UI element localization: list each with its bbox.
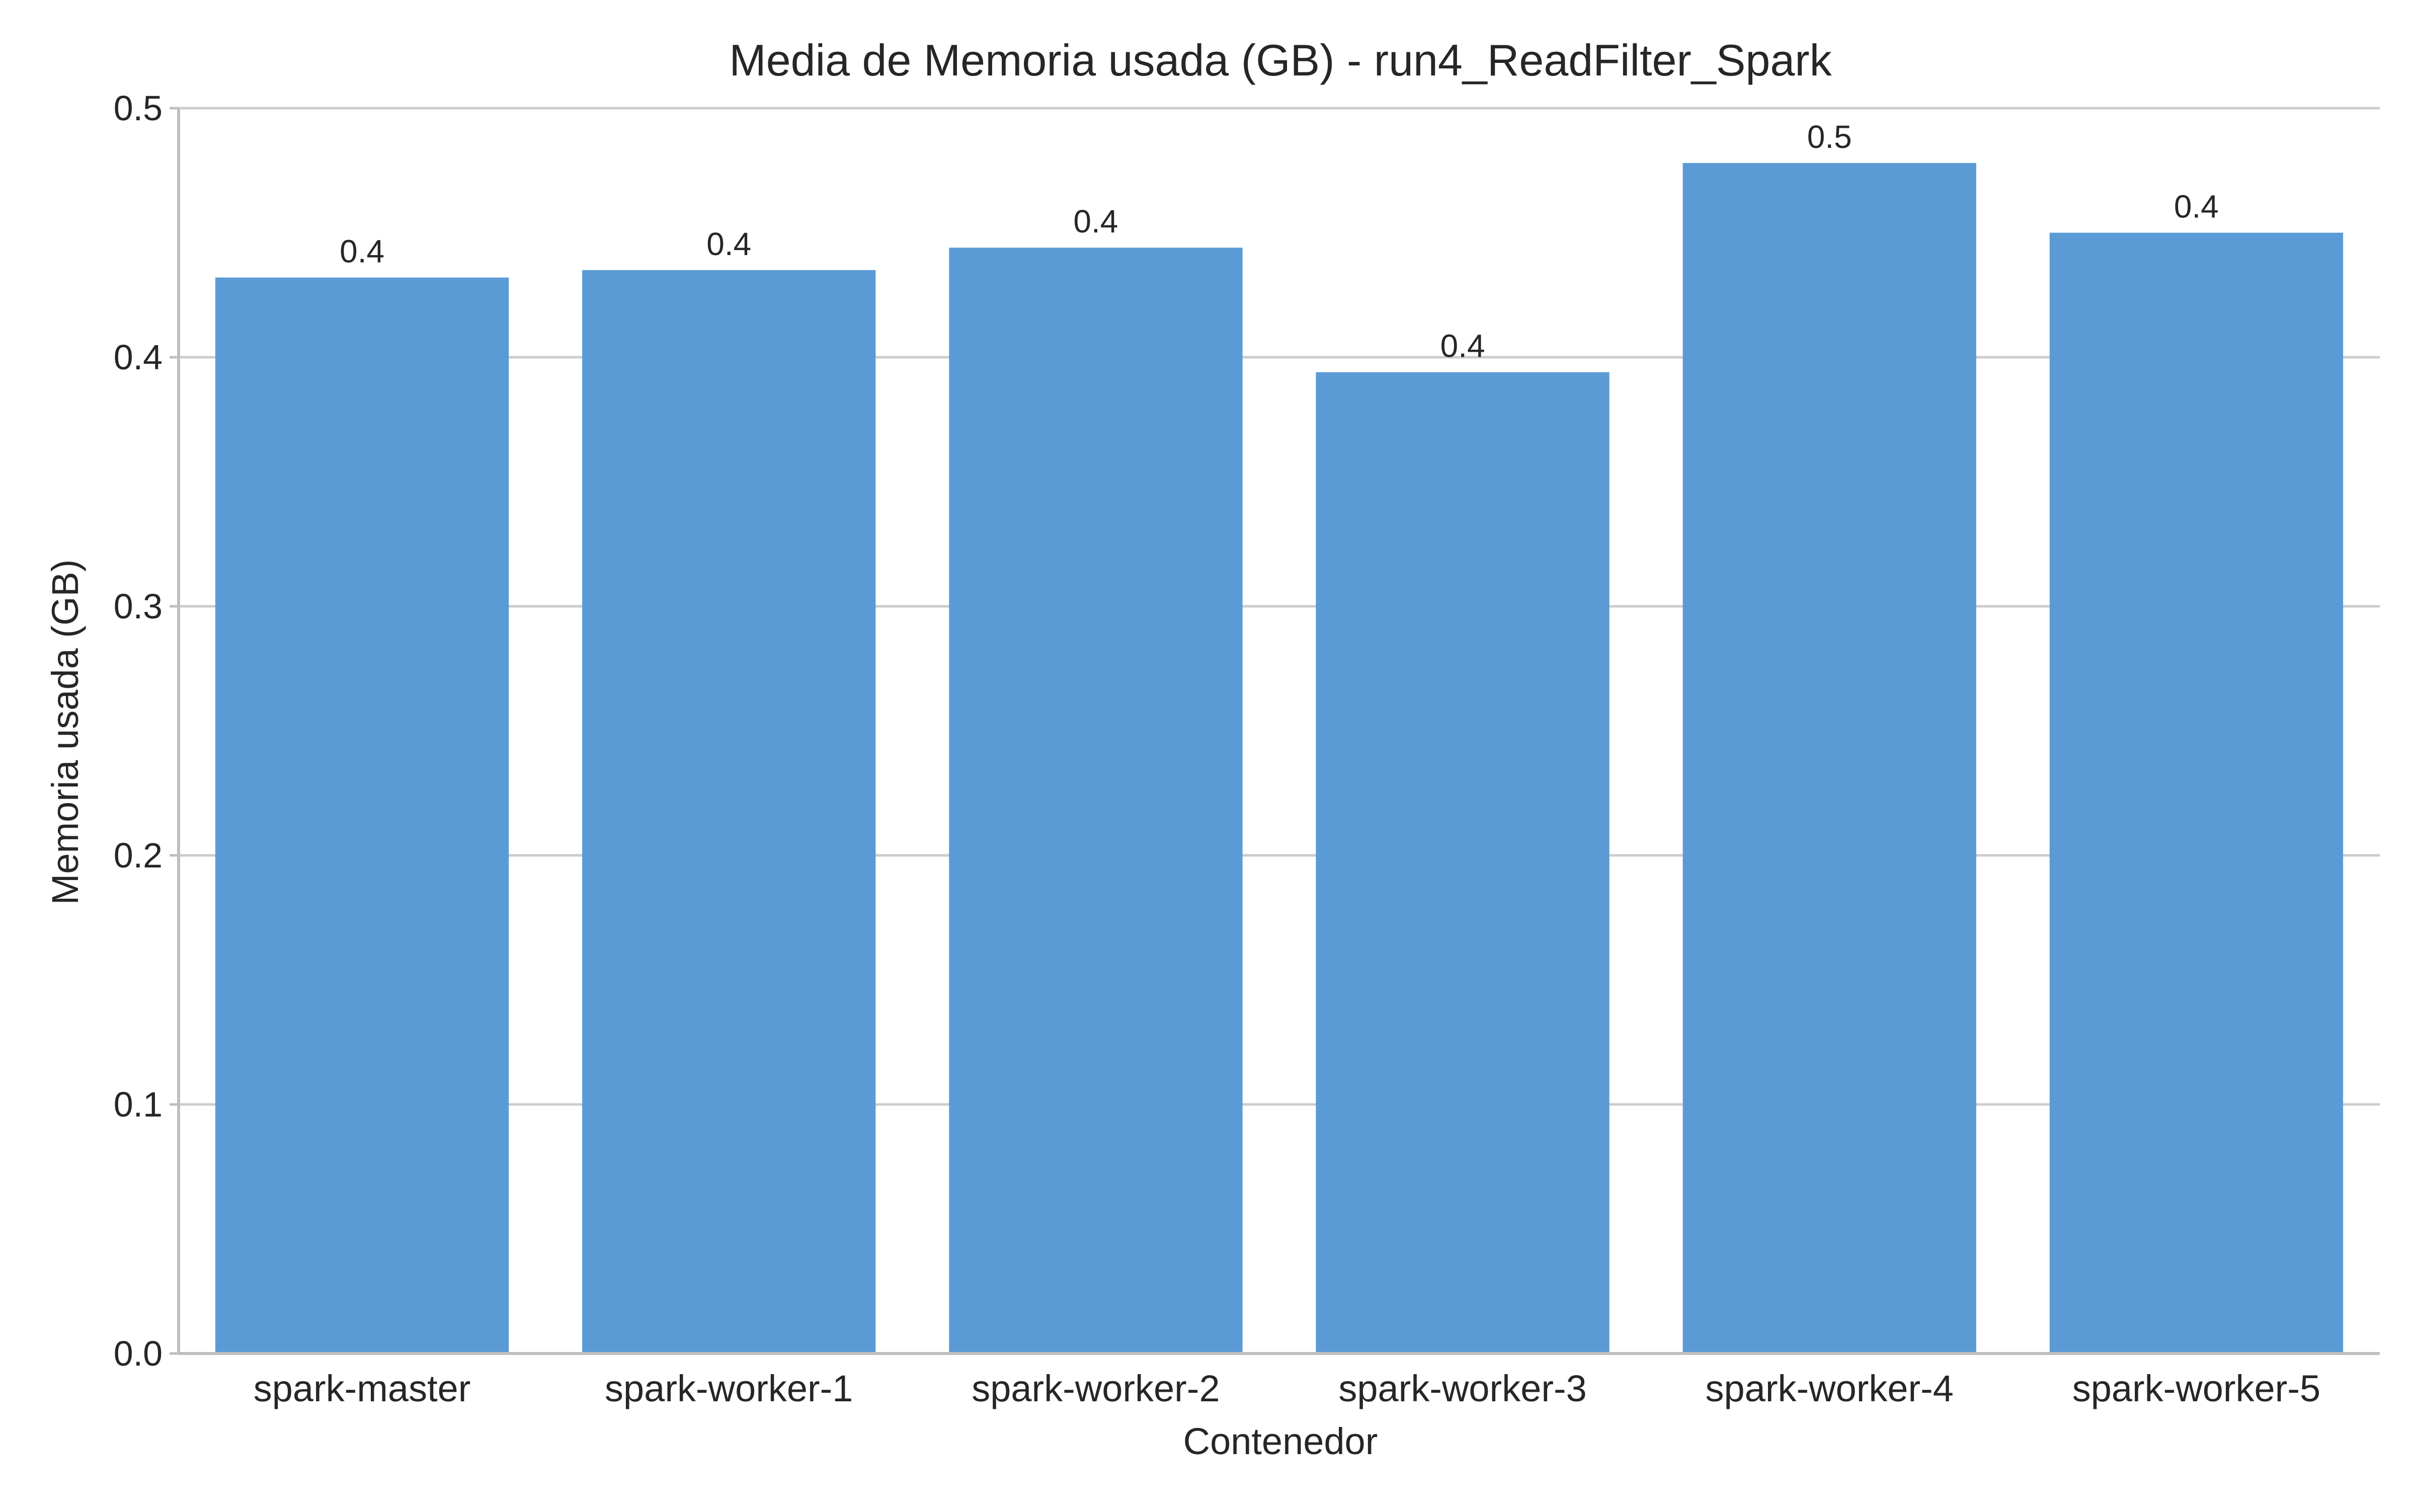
y-tick-label: 0.1: [114, 1085, 163, 1124]
x-tick-label: spark-worker-3: [1338, 1368, 1586, 1409]
bar-spark-worker-2: [949, 248, 1243, 1354]
y-tick-label: 0.4: [114, 338, 163, 377]
y-axis-label: Memoria usada (GB): [44, 560, 86, 905]
x-axis-label: Contenedor: [1183, 1420, 1378, 1462]
bars: [215, 163, 2344, 1354]
bar-spark-worker-1: [582, 270, 876, 1354]
chart-title: Media de Memoria usada (GB) - run4_ReadF…: [729, 35, 1832, 85]
data-labels: 0.4 0.4 0.4 0.4 0.5 0.4: [340, 119, 2219, 364]
data-label: 0.4: [2174, 189, 2219, 225]
y-tick-label: 0.3: [114, 587, 163, 626]
data-label: 0.5: [1807, 119, 1852, 155]
y-tick-label: 0.0: [114, 1334, 163, 1373]
y-tick-label: 0.2: [114, 836, 163, 875]
x-tick-label: spark-worker-4: [1706, 1368, 1954, 1409]
data-label: 0.4: [1073, 203, 1118, 240]
data-label: 0.4: [706, 226, 751, 262]
bar-spark-worker-4: [1682, 163, 1976, 1354]
bar-spark-worker-5: [2049, 232, 2344, 1354]
x-tick-label: spark-master: [254, 1368, 471, 1409]
axes: [170, 107, 2380, 1355]
gridlines: [179, 107, 2380, 1106]
x-tick-label: spark-worker-5: [2072, 1368, 2320, 1409]
data-label: 0.4: [1440, 328, 1485, 364]
bar-spark-worker-3: [1316, 372, 1609, 1354]
bar-spark-master: [215, 277, 509, 1354]
y-tick-label: 0.5: [114, 89, 163, 128]
data-label: 0.4: [340, 233, 384, 270]
x-tick-label: spark-worker-1: [605, 1368, 853, 1409]
x-tick-label: spark-worker-2: [972, 1368, 1220, 1409]
tick-labels: 0.0 0.1 0.2 0.3 0.4 0.5 spark-master spark-work…: [114, 89, 2320, 1409]
